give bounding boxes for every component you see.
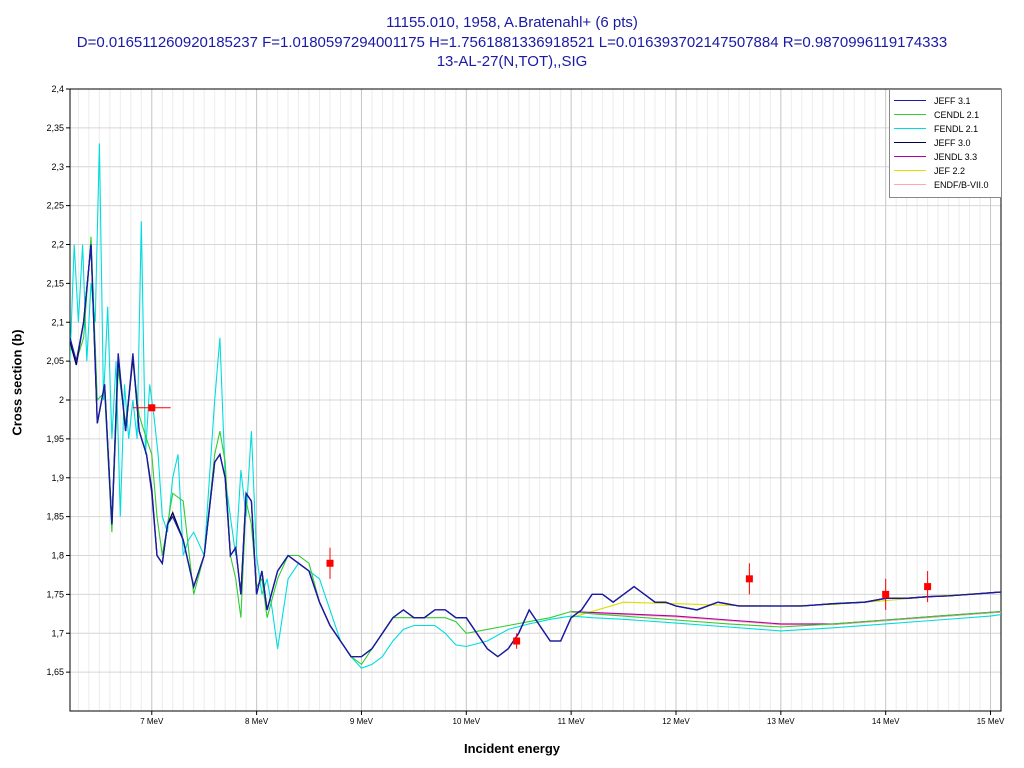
legend-swatch — [894, 128, 926, 129]
y-tick-label: 2,3 — [51, 162, 64, 172]
fit-parameters: D=0.016511260920185237 F=1.0180597294001… — [76, 34, 948, 51]
y-tick-label: 2,2 — [51, 240, 64, 250]
x-tick-label: 9 MeV — [350, 717, 374, 726]
legend-label: CENDL 2.1 — [934, 110, 980, 120]
y-tick-label: 2,1 — [51, 317, 64, 327]
series-line-fendl-2-1 — [70, 143, 1001, 669]
legend-swatch — [894, 184, 926, 185]
y-tick-label: 2,05 — [46, 356, 64, 366]
legend-item: FENDL 2.1 — [890, 122, 1001, 136]
x-axis-label: Incident energy — [463, 741, 561, 756]
series-line-endf-b-vii-0 — [571, 611, 1001, 626]
y-tick-label: 1,65 — [46, 667, 64, 677]
legend-label: JENDL 3.3 — [934, 152, 978, 162]
legend-label: JEFF 3.0 — [934, 138, 971, 148]
data-point — [924, 583, 932, 591]
legend-item: JEF 2.2 — [890, 164, 1001, 178]
legend-label: JEF 2.2 — [934, 166, 966, 176]
x-tick-label: 13 MeV — [767, 717, 795, 726]
reaction-label: 13-AL-27(N,TOT),,SIG — [436, 53, 588, 70]
data-point — [513, 637, 521, 645]
legend-swatch — [894, 100, 926, 101]
y-tick-label: 2 — [59, 395, 64, 405]
y-tick-label: 2,25 — [46, 201, 64, 211]
x-tick-label: 11 MeV — [558, 717, 586, 726]
y-tick-label: 2,35 — [46, 123, 64, 133]
legend-label: FENDL 2.1 — [934, 124, 979, 134]
y-tick-label: 1,9 — [51, 473, 64, 483]
series-line-jeff-3-1 — [70, 244, 1001, 658]
y-tick-label: 2,15 — [46, 278, 64, 288]
x-tick-label: 10 MeV — [453, 717, 481, 726]
y-tick-label: 1,8 — [51, 551, 64, 561]
data-point — [148, 404, 156, 412]
data-point — [882, 590, 890, 598]
legend-swatch — [894, 170, 926, 171]
legend-label: JEFF 3.1 — [934, 96, 971, 106]
legend-item: JEFF 3.0 — [890, 136, 1001, 150]
data-point — [326, 559, 334, 567]
legend-item: JEFF 3.1 — [890, 94, 1001, 108]
legend-swatch — [894, 114, 926, 115]
legend-swatch — [894, 142, 926, 143]
y-tick-label: 1,75 — [46, 589, 64, 599]
y-tick-label: 2,4 — [51, 84, 64, 94]
x-tick-label: 15 MeV — [977, 717, 1005, 726]
x-tick-label: 8 MeV — [245, 717, 269, 726]
legend-swatch — [894, 156, 926, 157]
y-tick-label: 1,95 — [46, 434, 64, 444]
x-tick-label: 12 MeV — [662, 717, 690, 726]
legend-item: CENDL 2.1 — [890, 108, 1001, 122]
legend: JEFF 3.1 CENDL 2.1 FENDL 2.1 JEFF 3.0 JENDL … — [889, 89, 1002, 198]
legend-item: JENDL 3.3 — [890, 150, 1001, 164]
y-tick-label: 1,7 — [51, 628, 64, 638]
y-tick-label: 1,85 — [46, 512, 64, 522]
data-point — [745, 575, 753, 583]
legend-label: ENDF/B-VII.0 — [934, 180, 989, 190]
x-tick-label: 14 MeV — [872, 717, 900, 726]
x-tick-label: 7 MeV — [140, 717, 164, 726]
legend-item: ENDF/B-VII.0 — [890, 178, 1001, 192]
chart-title: 11155.010, 1958, A.Bratenahl+ (6 pts) — [386, 14, 638, 31]
